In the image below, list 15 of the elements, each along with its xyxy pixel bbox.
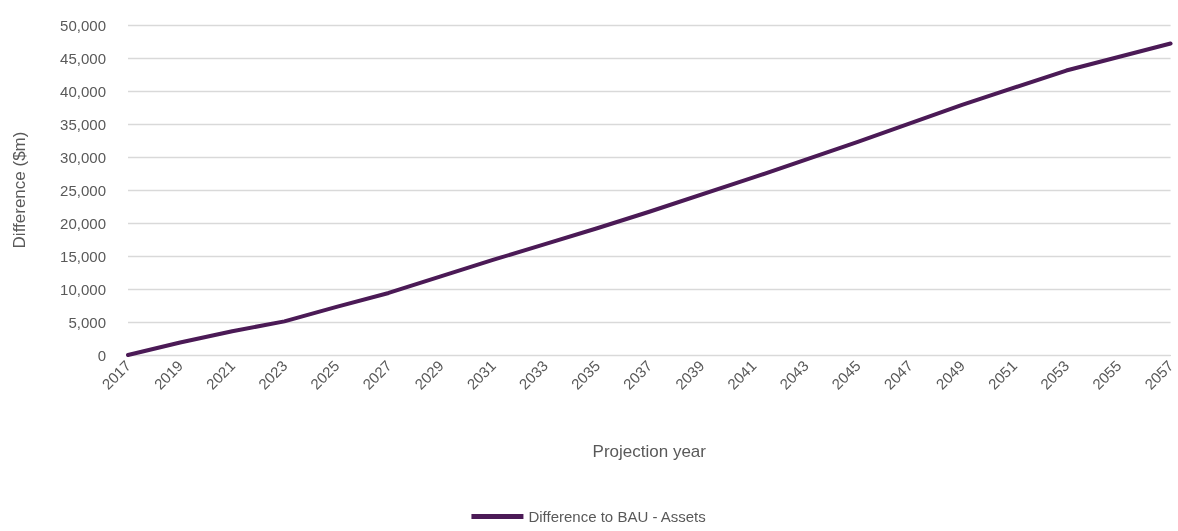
y-tick-label: 25,000 xyxy=(60,181,106,199)
y-tick-label: 50,000 xyxy=(60,16,106,34)
y-tick-label: 35,000 xyxy=(60,115,106,133)
y-axis-title: Difference ($m) xyxy=(10,131,29,249)
y-tick-label: 10,000 xyxy=(60,280,106,298)
y-tick-label: 40,000 xyxy=(60,82,106,100)
line-series xyxy=(126,41,1173,357)
y-tick-label: 45,000 xyxy=(60,49,106,67)
y-tick-label: 30,000 xyxy=(60,148,106,166)
y-tick-label: 5,000 xyxy=(68,313,106,331)
y-tick-label: 20,000 xyxy=(60,214,106,232)
y-tick-label: 15,000 xyxy=(60,247,106,265)
legend-label: Difference to BAU - Assets xyxy=(528,508,706,525)
x-axis-title: Projection year xyxy=(592,442,707,461)
y-tick-label: 0 xyxy=(97,346,106,364)
